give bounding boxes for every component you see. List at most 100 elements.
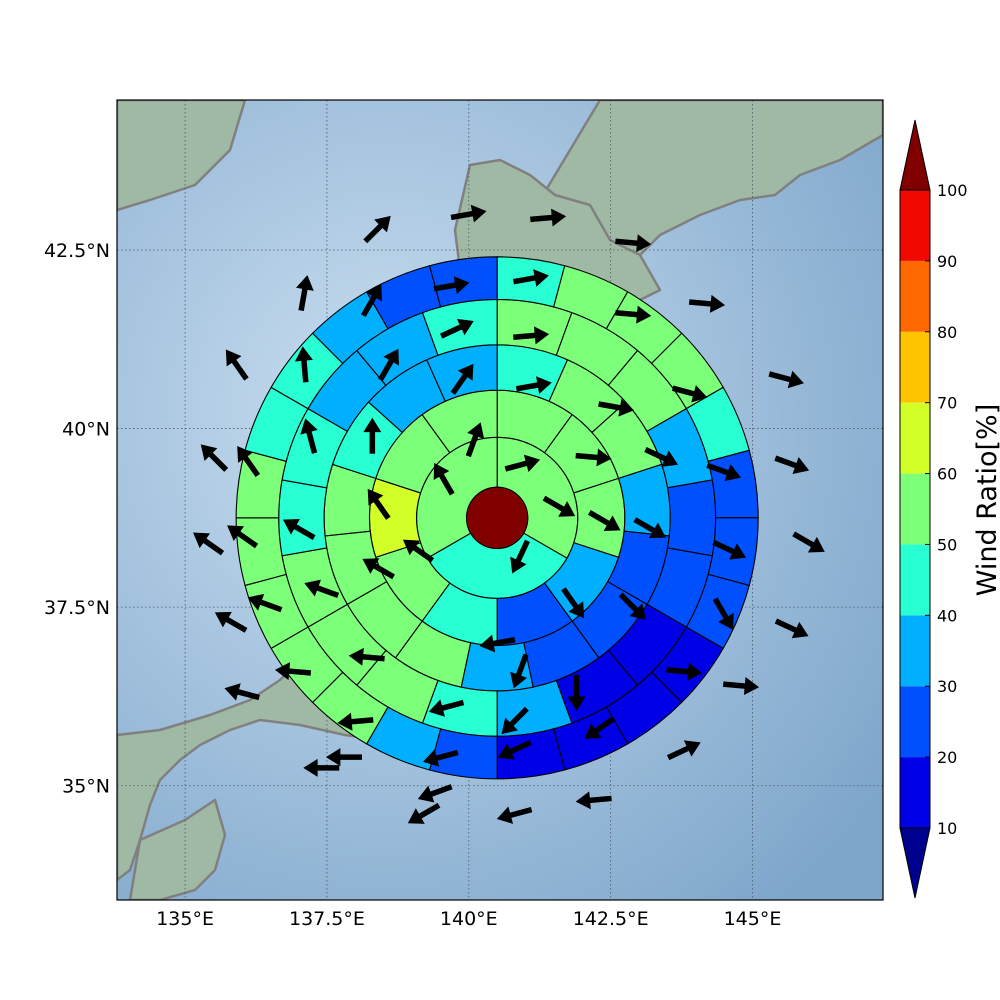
wind-arrow-head	[584, 723, 602, 739]
map-panel	[117, 100, 883, 900]
wind-arrow-head	[337, 712, 353, 731]
x-tick-label: 135°E	[156, 908, 214, 930]
wind-arrow-head	[428, 699, 445, 717]
y-tick-label: 40°N	[62, 419, 110, 441]
wind-arrow-head	[363, 417, 382, 433]
wind-arrow-head	[568, 601, 585, 619]
colorbar-extend-min	[899, 827, 931, 899]
y-tick-label: 42.5°N	[44, 240, 110, 262]
wind-arrow-head	[227, 525, 245, 542]
wind-arrow-head	[456, 318, 474, 336]
wind-arrow-head	[536, 376, 552, 394]
wind-arrow-head	[510, 671, 528, 689]
wind-arrow-head	[383, 348, 399, 366]
sector-cell	[235, 517, 287, 587]
wind-arrow-head	[510, 556, 527, 574]
wind-arrow-head	[300, 418, 318, 435]
wind-arrow-head	[501, 717, 519, 735]
colorbar-label: Wind Ratio[%]	[972, 404, 1000, 596]
wind-arrow-head	[224, 683, 241, 701]
wind-arrow-head	[636, 305, 652, 324]
sector-cell	[235, 449, 287, 519]
y-tick-label: 35°N	[62, 776, 110, 798]
wind-arrow-head	[457, 363, 474, 381]
wind-arrow-head	[603, 515, 621, 532]
wind-arrow-head	[648, 522, 666, 539]
wind-arrow-head	[274, 662, 291, 681]
wind-arrow-head	[791, 621, 809, 639]
wind-arrow-head	[407, 808, 425, 824]
wind-arrow-head	[618, 398, 635, 417]
wind-arrow-head	[214, 611, 232, 628]
wind-arrow-head	[367, 488, 384, 506]
wind-arrow-head	[743, 677, 760, 695]
center-marker	[466, 486, 529, 549]
wind-arrow-head	[575, 791, 591, 810]
y-axis-ticks: 42.5°N 40°N 37.5°N 35°N	[44, 240, 110, 798]
wind-arrow-head	[366, 284, 382, 302]
sector-cell	[666, 479, 717, 557]
wind-arrow-head	[247, 593, 265, 611]
wind-arrow-head	[596, 448, 612, 467]
colorbar-tick-label: 10	[937, 819, 957, 838]
colorbar-level	[900, 757, 930, 828]
colorbar-tick-label: 30	[937, 677, 957, 696]
wind-arrow-head	[729, 543, 747, 560]
sector-cell	[496, 256, 566, 308]
wind-arrow-head	[325, 748, 341, 767]
wind-arrow-head	[533, 269, 549, 287]
wind-arrow-head	[661, 450, 679, 467]
wind-arrows	[193, 204, 825, 824]
wind-arrow-head	[636, 234, 652, 253]
wind-arrow-head	[423, 749, 440, 767]
wind-arrow-head	[374, 215, 391, 233]
wind-arrow-head	[683, 740, 701, 757]
wind-arrow-head	[225, 349, 242, 367]
wind-arrow-head	[453, 276, 470, 294]
colorbar-level	[900, 544, 930, 616]
colorbar-tick-label: 50	[937, 535, 957, 554]
wind-arrow-head	[417, 785, 435, 803]
sector-cell	[707, 449, 759, 519]
colorbar-tick-label: 100	[937, 181, 968, 200]
wind-arrow-head	[433, 462, 450, 480]
wind-arrow-head	[534, 326, 550, 345]
colorbar-level	[900, 686, 930, 758]
wind-arrow-head	[402, 539, 420, 556]
wind-arrow-head	[193, 532, 210, 549]
wind-arrow-head	[807, 536, 825, 553]
land-mass	[117, 100, 247, 212]
wind-arrow-head	[792, 457, 810, 474]
x-tick-label: 142.5°E	[573, 908, 649, 930]
x-tick-label: 140°E	[440, 908, 498, 930]
colorbar-tick-label: 60	[937, 465, 957, 484]
wind-arrow-head	[567, 696, 586, 711]
wind-arrow-head	[296, 275, 314, 291]
colorbar-level	[900, 402, 930, 474]
wind-arrow-head	[523, 454, 541, 473]
colorbar: 10 20 30 40 50 60 70 80 90 100	[899, 119, 968, 899]
wind-arrow-head	[294, 346, 313, 362]
wind-arrow-head	[687, 662, 703, 681]
wind-arrow-head	[282, 518, 300, 535]
wind-arrow-head	[496, 806, 514, 824]
colorbar-level	[900, 473, 930, 545]
colorbar-tick-label: 70	[937, 394, 957, 413]
wind-arrow-head	[787, 370, 804, 389]
wind-arrow-head	[629, 603, 647, 620]
wind-arrow-head	[467, 422, 485, 439]
wind-arrow-head	[558, 501, 576, 517]
wind-arrow-head	[237, 445, 253, 463]
colorbar-level	[900, 615, 930, 687]
wind-arrow-head	[551, 208, 567, 227]
colorbar-tick-label: 80	[937, 323, 957, 342]
wind-arrow-head	[200, 444, 218, 461]
colorbar-extend-max	[899, 119, 931, 191]
wind-arrow-head	[724, 464, 742, 482]
land-mass	[128, 798, 227, 900]
y-tick-label: 37.5°N	[44, 597, 110, 619]
colorbar-level	[900, 331, 930, 403]
x-axis-ticks: 135°E 137.5°E 140°E 142.5°E 145°E	[156, 908, 781, 930]
wind-arrow-head	[479, 634, 496, 653]
